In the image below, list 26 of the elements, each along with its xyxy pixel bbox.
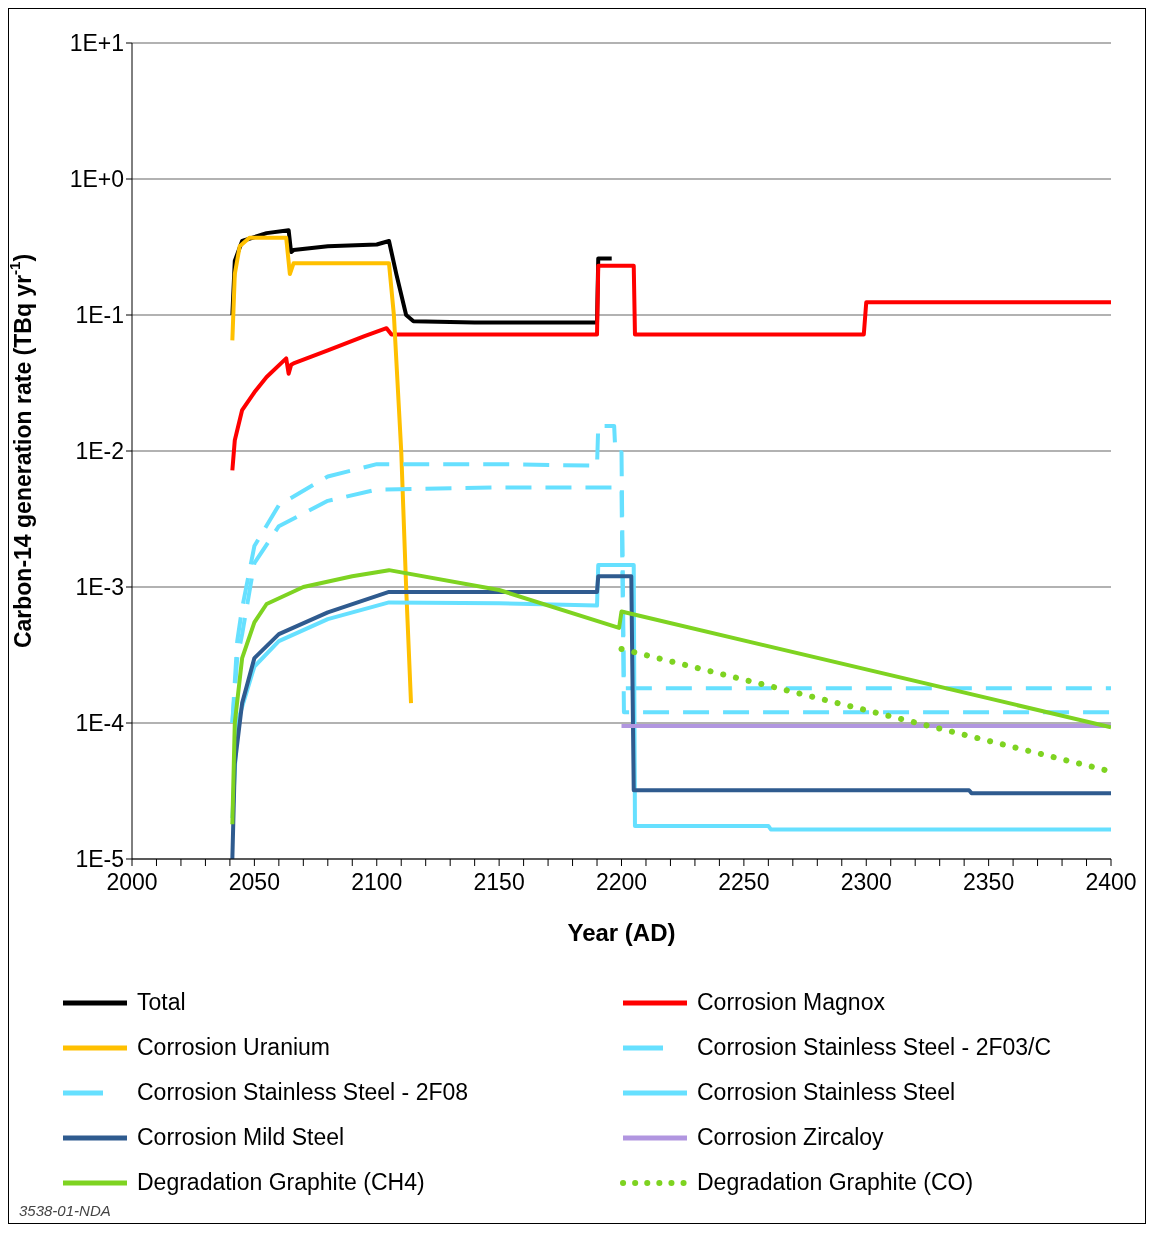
- legend-label: Corrosion Mild Steel: [137, 1124, 345, 1151]
- y-tick-label: 1E+1: [69, 30, 124, 57]
- x-tick-label: 2300: [840, 869, 892, 896]
- legend-label: Corrosion Stainless Steel - 2F08: [137, 1079, 469, 1106]
- legend-label: Total: [137, 989, 186, 1016]
- x-tick-label: 2200: [595, 869, 648, 896]
- x-tick-label: 2350: [963, 869, 1015, 896]
- legend-label: Corrosion Stainless Steel: [697, 1079, 956, 1106]
- legend-label: Corrosion Stainless Steel - 2F03/C: [697, 1034, 1052, 1061]
- x-tick-label: 2050: [228, 869, 280, 896]
- legend-label: Degradation Graphite (CH4): [137, 1169, 425, 1196]
- y-tick-label: 1E+0: [69, 166, 124, 193]
- y-tick-label: 1E-1: [75, 302, 124, 329]
- x-tick-label: 2400: [1085, 869, 1137, 896]
- x-axis-title: Year (AD): [567, 919, 676, 946]
- legend-label: Corrosion Uranium: [137, 1034, 331, 1061]
- x-tick-label: 2250: [718, 869, 770, 896]
- legend-label: Corrosion Magnox: [697, 989, 885, 1016]
- legend-label: Degradation Graphite (CO): [697, 1169, 974, 1196]
- legend-label: Corrosion Zircaloy: [697, 1124, 884, 1151]
- x-tick-label: 2100: [351, 869, 403, 896]
- x-tick-label: 2150: [473, 869, 525, 896]
- y-tick-label: 1E-3: [75, 574, 124, 601]
- y-tick-label: 1E-2: [75, 438, 124, 465]
- y-tick-label: 1E-4: [75, 710, 125, 737]
- text: 3538-01-NDA: [19, 1202, 111, 1219]
